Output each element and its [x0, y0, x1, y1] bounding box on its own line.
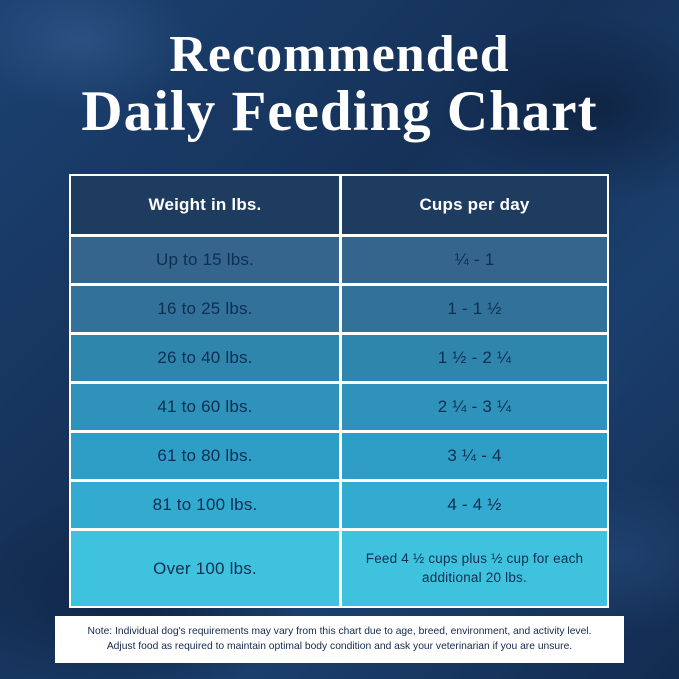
table-row: 41 to 60 lbs. 2 ¼ - 3 ¼	[71, 381, 607, 430]
footnote: Note: Individual dog's requirements may …	[55, 616, 624, 663]
cups-cell: 2 ¼ - 3 ¼	[339, 384, 607, 430]
weight-cell: 16 to 25 lbs.	[157, 299, 253, 318]
header-cups: Cups per day	[339, 176, 607, 234]
weight-cell: Up to 15 lbs.	[155, 250, 255, 269]
cups-cell: 4 - 4 ½	[339, 482, 607, 528]
cups-cell: Feed 4 ½ cups plus ½ cup for each additi…	[339, 531, 607, 606]
weight-cell: 81 to 100 lbs.	[152, 495, 258, 514]
table-row: Up to 15 lbs. ¼ - 1	[71, 234, 607, 283]
weight-cell: 41 to 60 lbs.	[157, 397, 253, 416]
table-row: 81 to 100 lbs. 4 - 4 ½	[71, 479, 607, 528]
cups-cell: 1 - 1 ½	[339, 286, 607, 332]
page-title-line2: Daily Feeding Chart	[81, 80, 598, 144]
table-header-row: Weight in lbs. Cups per day	[71, 176, 607, 234]
feeding-table: Weight in lbs. Cups per day Up to 15 lbs…	[69, 174, 609, 608]
weight-cell: 26 to 40 lbs.	[157, 348, 253, 367]
table-row: 16 to 25 lbs. 1 - 1 ½	[71, 283, 607, 332]
table-row: Over 100 lbs. Feed 4 ½ cups plus ½ cup f…	[71, 528, 607, 606]
footnote-line1: Note: Individual dog's requirements may …	[87, 625, 592, 637]
page-title-line1: Recommended	[169, 26, 510, 83]
footnote-line2: Adjust food as required to maintain opti…	[106, 640, 573, 652]
cups-cell: ¼ - 1	[339, 237, 607, 283]
cups-cell: 1 ½ - 2 ¼	[339, 335, 607, 381]
weight-cell: Over 100 lbs.	[153, 558, 257, 578]
page-title: Recommended Daily Feeding Chart	[0, 26, 679, 144]
table-row: 61 to 80 lbs. 3 ¼ - 4	[71, 430, 607, 479]
table-row: 26 to 40 lbs. 1 ½ - 2 ¼	[71, 332, 607, 381]
cups-cell: 3 ¼ - 4	[339, 433, 607, 479]
header-weight: Weight in lbs.	[148, 195, 262, 214]
weight-cell: 61 to 80 lbs.	[157, 446, 253, 465]
